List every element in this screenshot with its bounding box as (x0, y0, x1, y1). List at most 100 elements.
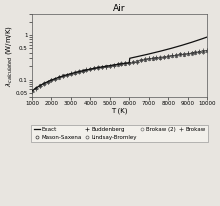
Brokaw (2) (93, 67, 95, 69)
Brokaw (175, 54, 177, 56)
Lindsay-Bromley (112, 63, 115, 66)
Mason-Saxena (104, 64, 107, 67)
Brokaw (2) (178, 54, 181, 56)
Lindsay-Bromley (136, 60, 138, 63)
Line: Brokaw (2): Brokaw (2) (31, 50, 208, 92)
Brokaw (73, 71, 76, 74)
Buddenberg (116, 63, 119, 65)
Buddenberg (155, 56, 158, 59)
Brokaw (46, 81, 49, 83)
Buddenberg (66, 74, 68, 76)
Brokaw (2) (54, 77, 57, 80)
Lindsay-Bromley (155, 56, 158, 59)
Mason-Saxena (62, 74, 64, 77)
Mason-Saxena (194, 52, 197, 54)
Brokaw (194, 50, 197, 53)
Brokaw (202, 49, 205, 52)
Mason-Saxena (163, 55, 166, 58)
Mason-Saxena (198, 51, 201, 53)
Lindsay-Bromley (140, 59, 142, 62)
Brokaw (2) (46, 81, 49, 83)
Brokaw (132, 61, 134, 64)
Mason-Saxena (66, 74, 68, 76)
Brokaw (97, 66, 99, 69)
Line: Brokaw: Brokaw (30, 48, 209, 92)
Lindsay-Bromley (85, 69, 88, 71)
Buddenberg (50, 79, 53, 81)
Mason-Saxena (108, 65, 111, 67)
Brokaw (2) (128, 62, 131, 64)
Buddenberg (190, 52, 193, 54)
Brokaw (128, 62, 131, 64)
Lindsay-Bromley (31, 90, 33, 92)
Brokaw (2) (85, 69, 88, 71)
Brokaw (54, 78, 57, 80)
Mason-Saxena (35, 87, 37, 89)
Exact (135, 56, 138, 58)
Lindsay-Bromley (104, 65, 107, 67)
X-axis label: T (K): T (K) (111, 108, 128, 114)
Brokaw (2) (198, 51, 201, 53)
Y-axis label: $\lambda_{calculated}$ (W/m/K): $\lambda_{calculated}$ (W/m/K) (4, 25, 14, 87)
Buddenberg (120, 63, 123, 65)
Buddenberg (108, 64, 111, 67)
Mason-Saxena (46, 81, 49, 83)
Buddenberg (147, 57, 150, 60)
Brokaw (2) (62, 75, 64, 78)
Brokaw (93, 67, 95, 69)
Brokaw (2) (140, 59, 142, 61)
Brokaw (70, 73, 72, 75)
Exact (189, 41, 192, 44)
Lindsay-Bromley (70, 73, 72, 75)
Exact (138, 55, 140, 57)
Brokaw (2) (108, 65, 111, 67)
Line: Exact: Exact (32, 37, 207, 91)
Buddenberg (136, 60, 138, 63)
Mason-Saxena (132, 61, 134, 63)
Brokaw (2) (159, 56, 162, 59)
Legend: Exact, Mason-Saxena, Buddenberg, Lindsay-Bromley, Brokaw (2), Brokaw: Exact, Mason-Saxena, Buddenberg, Lindsay… (31, 125, 208, 142)
Mason-Saxena (101, 66, 103, 68)
Buddenberg (70, 72, 72, 75)
Brokaw (58, 76, 60, 78)
Buddenberg (89, 68, 92, 70)
Brokaw (2) (35, 87, 37, 89)
Mason-Saxena (112, 64, 115, 67)
Buddenberg (175, 54, 177, 57)
Brokaw (101, 66, 103, 68)
Lindsay-Bromley (62, 74, 64, 77)
Buddenberg (159, 56, 162, 59)
Brokaw (2) (136, 61, 138, 63)
Mason-Saxena (143, 58, 146, 61)
Brokaw (2) (151, 57, 154, 59)
Mason-Saxena (159, 56, 162, 59)
Buddenberg (198, 51, 201, 53)
Buddenberg (35, 87, 37, 89)
Lindsay-Bromley (186, 53, 189, 55)
Lindsay-Bromley (101, 66, 103, 68)
Exact (178, 45, 181, 47)
Brokaw (31, 89, 33, 92)
Brokaw (62, 75, 64, 78)
Brokaw (2) (42, 82, 45, 85)
Mason-Saxena (50, 78, 53, 81)
Brokaw (2) (81, 69, 84, 72)
Buddenberg (42, 82, 45, 84)
Lindsay-Bromley (143, 58, 146, 61)
Exact (31, 89, 34, 92)
Brokaw (2) (101, 66, 103, 68)
Buddenberg (31, 90, 33, 93)
Brokaw (2) (194, 51, 197, 54)
Buddenberg (85, 69, 88, 71)
Mason-Saxena (93, 67, 95, 69)
Brokaw (108, 64, 111, 67)
Buddenberg (151, 56, 154, 59)
Brokaw (2) (186, 53, 189, 55)
Mason-Saxena (77, 71, 80, 73)
Lindsay-Bromley (97, 66, 99, 69)
Buddenberg (101, 66, 103, 68)
Buddenberg (143, 58, 146, 60)
Brokaw (159, 55, 162, 58)
Lindsay-Bromley (163, 56, 166, 58)
Lindsay-Bromley (54, 78, 57, 80)
